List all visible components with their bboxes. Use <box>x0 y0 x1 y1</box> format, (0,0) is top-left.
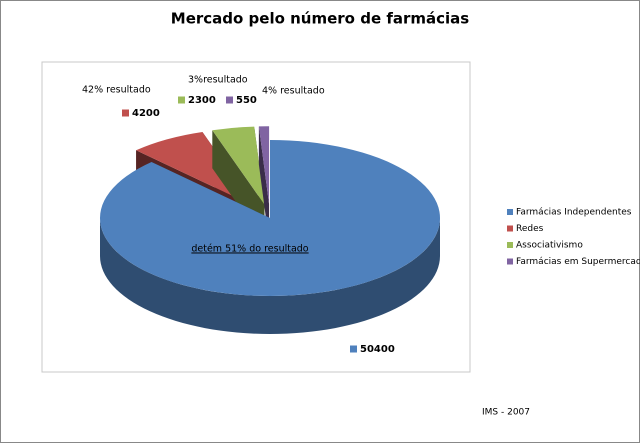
value-label: 2300 <box>188 95 216 106</box>
slice <box>258 126 270 205</box>
legend-key <box>507 209 513 215</box>
value-label: 550 <box>236 95 257 106</box>
annotation: 3%resultado <box>188 75 248 86</box>
slice <box>212 126 265 205</box>
slice-side <box>100 218 440 334</box>
legend-label: Farmácias Independentes <box>516 208 632 218</box>
annotation: 42% resultado <box>82 85 151 96</box>
slice-cut-face <box>258 126 270 243</box>
value-label-key <box>226 96 233 104</box>
legend-key <box>507 258 513 265</box>
slice <box>136 131 255 207</box>
legend-key <box>507 225 513 232</box>
legend-key <box>507 242 513 248</box>
value-label: 4200 <box>132 108 160 119</box>
value-label-key <box>122 109 129 117</box>
pie <box>99 126 440 334</box>
value-label: 50400 <box>360 344 395 355</box>
legend-label: Associativismo <box>516 241 583 251</box>
value-label-key <box>350 345 357 353</box>
annotation: 4% resultado <box>262 86 325 97</box>
source: IMS - 2007 <box>482 408 530 418</box>
annotation: detém 51% do resultado <box>191 244 308 255</box>
legend-label: Redes <box>516 224 544 234</box>
slice <box>99 140 440 297</box>
chart-title: Mercado pelo número de farmácias <box>171 10 470 28</box>
value-label-key <box>178 96 185 104</box>
legend-label: Farmácias em Supermercados <box>516 257 640 267</box>
